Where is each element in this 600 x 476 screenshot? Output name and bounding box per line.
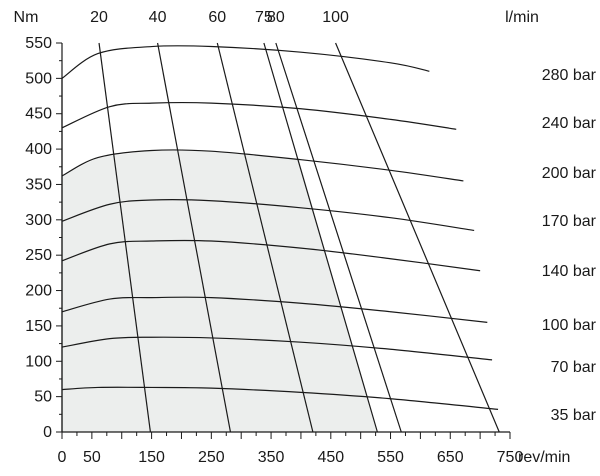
pressure-label-170-bar: 170 bar (542, 213, 597, 230)
flow-line-80 (275, 42, 402, 433)
y-tick-label: 550 (25, 35, 52, 52)
x-axis-unit: rev/min (518, 449, 570, 466)
x-tick-label: 750 (497, 449, 524, 466)
flow-line-20 (98, 42, 152, 433)
labels-layer: 0 50 100 150 200 250 300 350 400 450 500 550 0 50 150 2… (14, 9, 597, 466)
flow-label-40: 40 (149, 9, 167, 26)
x-tick-label: 350 (258, 449, 285, 466)
x-tick-label: 0 (58, 449, 67, 466)
pressure-label-100-bar: 100 bar (542, 317, 597, 334)
y-tick-label: 400 (25, 141, 52, 158)
pressure-curve-35-bar (61, 386, 499, 410)
flow-label-100: 100 (322, 9, 349, 26)
x-tick-label: 150 (138, 449, 165, 466)
flow-label-75: 75 (255, 9, 273, 26)
y-tick-label: 500 (25, 70, 52, 87)
shaded-operating-region (62, 150, 378, 432)
y-tick-label: 100 (25, 353, 52, 370)
y-tick-label: 300 (25, 212, 52, 229)
pressure-label-70-bar: 70 bar (551, 359, 597, 376)
flow-label-60: 60 (208, 9, 226, 26)
shaded-region-layer (62, 150, 378, 432)
y-axis-unit: Nm (14, 9, 39, 26)
x-tick-label: 50 (83, 449, 101, 466)
top-axis-unit: l/min (505, 9, 539, 26)
pressure-curve-70-bar (61, 336, 493, 361)
pressure-curve-240-bar (61, 101, 457, 130)
y-tick-label: 450 (25, 106, 52, 123)
pressure-label-240-bar: 240 bar (542, 115, 597, 132)
pressure-curve-170-bar (61, 199, 475, 232)
pressure-label-140-bar: 140 bar (542, 263, 597, 280)
y-tick-label: 50 (34, 389, 52, 406)
pressure-curve-280-bar (61, 45, 430, 79)
pressure-label-35-bar: 35 bar (551, 407, 597, 424)
pressure-curve-200-bar (61, 149, 464, 182)
y-tick-label: 250 (25, 247, 52, 264)
flow-line-100 (335, 42, 500, 433)
x-tick-label: 250 (198, 449, 225, 466)
x-tick-label: 650 (437, 449, 464, 466)
pressure-curve-140-bar (61, 239, 481, 272)
flow-label-20: 20 (90, 9, 108, 26)
y-tick-label: 150 (25, 318, 52, 335)
flow-line-60 (216, 42, 314, 433)
pressure-curve-100-bar (61, 296, 488, 323)
y-tick-label: 350 (25, 176, 52, 193)
flow-label-80: 80 (267, 9, 285, 26)
pressure-label-280-bar: 280 bar (542, 67, 597, 84)
flow-lines-layer (98, 42, 500, 433)
flow-line-75 (263, 42, 378, 433)
y-tick-label: 200 (25, 283, 52, 300)
y-tick-label: 0 (43, 424, 52, 441)
x-tick-label: 450 (317, 449, 344, 466)
axes-layer (56, 42, 511, 439)
flow-line-40 (156, 42, 232, 433)
x-tick-label: 550 (377, 449, 404, 466)
pressure-label-200-bar: 200 bar (542, 165, 597, 182)
